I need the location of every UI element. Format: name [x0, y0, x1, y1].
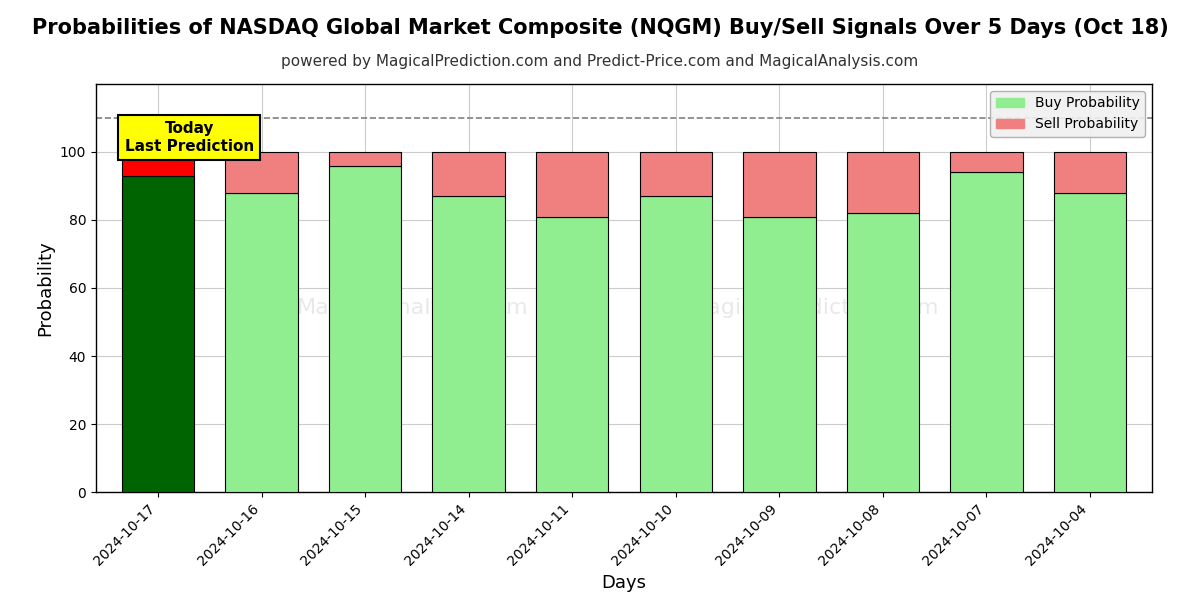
Text: Probabilities of NASDAQ Global Market Composite (NQGM) Buy/Sell Signals Over 5 D: Probabilities of NASDAQ Global Market Co…	[31, 18, 1169, 38]
Bar	[743, 217, 816, 492]
X-axis label: Days: Days	[601, 574, 647, 592]
Bar	[122, 176, 194, 492]
Bar	[640, 152, 712, 196]
Bar	[536, 217, 608, 492]
Text: MagicalPrediction.com: MagicalPrediction.com	[689, 298, 940, 319]
Y-axis label: Probability: Probability	[36, 240, 54, 336]
Bar	[846, 152, 919, 213]
Bar	[950, 172, 1022, 492]
Bar	[1054, 152, 1126, 193]
Bar	[536, 152, 608, 217]
Bar	[329, 152, 402, 166]
Text: powered by MagicalPrediction.com and Predict-Price.com and MagicalAnalysis.com: powered by MagicalPrediction.com and Pre…	[281, 54, 919, 69]
Bar	[329, 166, 402, 492]
Bar	[226, 152, 298, 193]
Bar	[950, 152, 1022, 172]
Bar	[640, 196, 712, 492]
Bar	[432, 196, 505, 492]
Text: MagicalAnalysis.com: MagicalAnalysis.com	[296, 298, 529, 319]
Bar	[1054, 193, 1126, 492]
Bar	[226, 193, 298, 492]
Bar	[743, 152, 816, 217]
Bar	[846, 213, 919, 492]
Text: Today
Last Prediction: Today Last Prediction	[125, 121, 254, 154]
Legend: Buy Probability, Sell Probability: Buy Probability, Sell Probability	[990, 91, 1145, 137]
Bar	[432, 152, 505, 196]
Bar	[122, 152, 194, 176]
